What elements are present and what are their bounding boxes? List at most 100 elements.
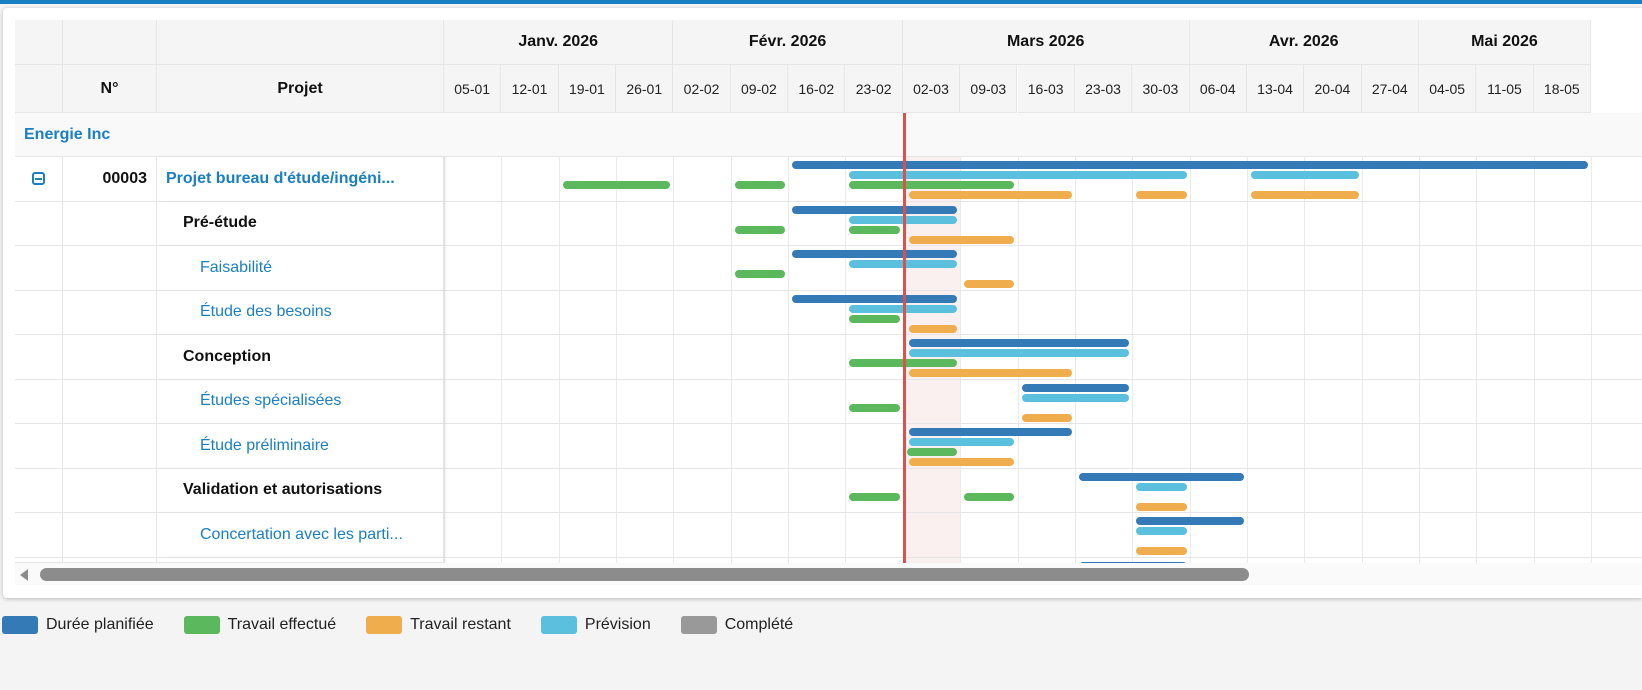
week-gridline (1361, 157, 1363, 563)
row-name-link[interactable]: Pré-étude (157, 201, 444, 246)
legend-label: Durée planifiée (46, 616, 154, 633)
planned-bar[interactable] (792, 294, 958, 303)
scrollbar-thumb[interactable] (40, 568, 1249, 581)
month-header: Janv. 2026 (444, 20, 674, 65)
week-gridline (1189, 157, 1191, 563)
week-header: 23-03 (1074, 65, 1133, 113)
row-name-link[interactable] (157, 557, 444, 563)
header-number[interactable]: N° (63, 65, 157, 113)
planned-bar[interactable] (792, 205, 958, 214)
done-bar[interactable] (849, 181, 1015, 189)
week-gridline (1418, 157, 1420, 563)
week-header: 02-03 (902, 65, 961, 113)
done-bar[interactable] (906, 448, 958, 456)
header-project[interactable]: Projet (157, 65, 444, 113)
legend-item: Travail restant (366, 616, 511, 634)
row-divider (444, 512, 1642, 513)
horizontal-scrollbar[interactable] (15, 563, 1642, 585)
week-header: 16-03 (1017, 65, 1075, 113)
header-expand-column (15, 65, 63, 113)
row-name-link[interactable]: Validation et autorisations (157, 468, 444, 513)
remaining-bar[interactable] (908, 369, 1072, 377)
remaining-bar[interactable] (908, 458, 1015, 466)
row-number (63, 335, 157, 380)
forecast-bar[interactable] (908, 438, 1015, 446)
planned-bar[interactable] (1078, 472, 1244, 481)
week-gridline (1304, 157, 1306, 563)
expand-cell[interactable] (15, 157, 63, 202)
week-header: 04-05 (1418, 65, 1477, 113)
planned-bar[interactable] (1078, 561, 1187, 563)
done-bar[interactable] (734, 181, 786, 189)
week-header: 27-04 (1361, 65, 1419, 113)
forecast-bar[interactable] (1136, 527, 1187, 535)
row-divider (444, 378, 1642, 380)
legend-item: Durée planifiée (2, 616, 154, 634)
remaining-bar[interactable] (1250, 191, 1359, 199)
planned-bar[interactable] (1136, 517, 1244, 525)
expand-cell (15, 290, 63, 335)
week-gridline (1132, 157, 1134, 563)
week-header: 09-03 (960, 65, 1018, 113)
planned-bar[interactable] (792, 161, 1588, 169)
remaining-bar[interactable] (964, 280, 1015, 288)
legend-label: Complété (724, 616, 794, 633)
row-name-link[interactable]: Conception (157, 335, 444, 380)
remaining-bar[interactable] (908, 324, 958, 333)
done-bar[interactable] (849, 225, 900, 234)
done-bar[interactable] (849, 314, 900, 323)
forecast-bar[interactable] (1136, 482, 1187, 491)
forecast-bar[interactable] (1250, 171, 1359, 179)
week-header: 13-04 (1246, 65, 1305, 113)
expand-cell (15, 246, 63, 291)
done-bar[interactable] (562, 181, 671, 189)
week-gridline (1591, 157, 1592, 563)
row-divider (444, 289, 1642, 291)
done-bar[interactable] (849, 403, 900, 412)
planned-bar[interactable] (792, 250, 958, 258)
row-divider (444, 200, 1642, 202)
row-divider (444, 556, 1642, 558)
row-number: 00003 (63, 157, 157, 202)
minus-square-icon[interactable] (32, 172, 45, 186)
expand-cell (15, 513, 63, 558)
legend-item: Travail effectué (183, 616, 336, 634)
done-bar[interactable] (849, 492, 900, 501)
forecast-bar[interactable] (849, 171, 1187, 179)
row-divider (444, 334, 1642, 335)
planned-bar[interactable] (908, 428, 1072, 436)
done-bar[interactable] (734, 270, 786, 278)
row-name-link[interactable]: Projet bureau d'étude/ingéni... (157, 157, 444, 202)
expand-cell (15, 468, 63, 513)
week-gridline (960, 157, 962, 563)
week-header: 26-01 (616, 65, 674, 113)
forecast-bar[interactable] (1021, 393, 1130, 402)
expand-cell (15, 424, 63, 469)
scroll-left-arrow-icon[interactable] (20, 569, 28, 581)
group-row: Energie Inc (15, 113, 1642, 157)
planned-bar[interactable] (908, 339, 1130, 347)
forecast-bar[interactable] (908, 349, 1130, 357)
row-divider (444, 467, 1642, 469)
remaining-bar[interactable] (1136, 191, 1187, 199)
row-name-link[interactable]: Concertation avec les parti... (157, 513, 444, 558)
remaining-bar[interactable] (1136, 502, 1187, 511)
done-bar[interactable] (964, 492, 1015, 501)
row-name-link[interactable]: Étude préliminaire (157, 424, 444, 469)
week-header: 12-01 (501, 65, 559, 113)
expand-cell (15, 335, 63, 380)
done-bar[interactable] (734, 225, 786, 234)
planned-bar[interactable] (1021, 383, 1130, 392)
remaining-bar[interactable] (908, 235, 1015, 244)
top-accent-bar (0, 0, 1642, 4)
header-spacer (15, 20, 63, 65)
remaining-bar[interactable] (1021, 413, 1072, 422)
week-gridline (616, 157, 618, 563)
row-name-link[interactable]: Étude des besoins (157, 290, 444, 335)
remaining-bar[interactable] (1136, 547, 1187, 555)
week-header: 05-01 (444, 65, 502, 113)
row-name-link[interactable]: Faisabilité (157, 246, 444, 291)
row-name-link[interactable]: Études spécialisées (157, 379, 444, 424)
today-line (902, 113, 906, 563)
remaining-bar[interactable] (908, 191, 1072, 199)
